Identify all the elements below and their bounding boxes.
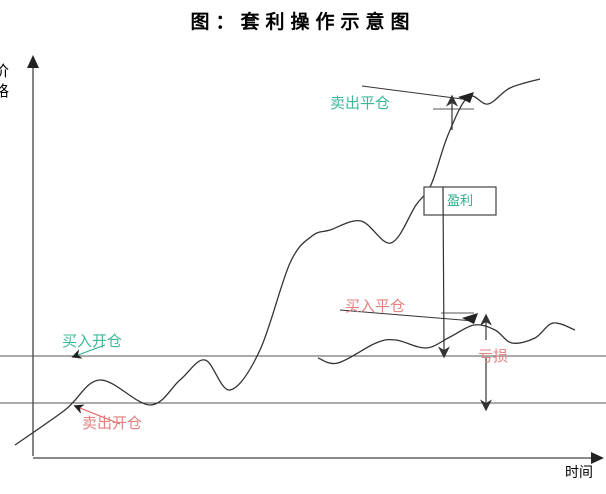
svg-text:盈利: 盈利 [447, 193, 473, 208]
